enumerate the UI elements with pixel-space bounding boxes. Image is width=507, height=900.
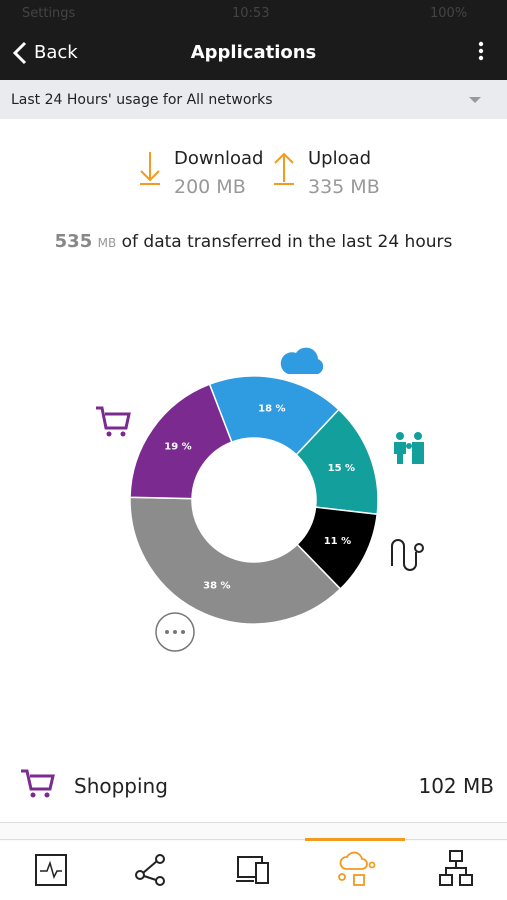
upload-icon bbox=[274, 152, 294, 185]
nav-applications[interactable] bbox=[338, 851, 376, 886]
back-chevron[interactable] bbox=[10, 40, 32, 66]
donut-segment bbox=[129, 496, 342, 625]
nav-topology[interactable] bbox=[135, 854, 165, 886]
upload-label: Upload bbox=[308, 148, 372, 169]
nav-monitor[interactable] bbox=[35, 854, 67, 886]
download-label: Download bbox=[174, 148, 264, 169]
list-item-name[interactable]: Shopping bbox=[74, 774, 168, 798]
family-icon bbox=[394, 432, 424, 464]
total-unit: MB bbox=[97, 236, 117, 250]
nav-network[interactable] bbox=[439, 850, 473, 886]
segment-label: 15 % bbox=[328, 463, 355, 474]
total-number: 535 bbox=[54, 231, 93, 252]
cart-icon bbox=[96, 406, 131, 437]
nav-devices[interactable] bbox=[236, 856, 269, 884]
back-button[interactable]: Back bbox=[34, 42, 78, 63]
segment-label: 38 % bbox=[203, 580, 230, 591]
total-text: of data transferred in the last 24 hours bbox=[121, 232, 453, 252]
list-divider bbox=[0, 822, 507, 841]
menu-button[interactable] bbox=[474, 40, 488, 64]
filter-bar[interactable] bbox=[0, 80, 507, 119]
donut-segment bbox=[129, 383, 233, 500]
segment-label: 19 % bbox=[164, 441, 191, 452]
segment-label: 18 % bbox=[258, 404, 285, 415]
donut-chart: 18 % 15 % 11 % 38 % 19 % bbox=[96, 347, 424, 652]
bottom-nav bbox=[35, 850, 473, 886]
other-icon[interactable] bbox=[155, 612, 195, 652]
header-bar bbox=[0, 0, 507, 80]
segment-label: 11 % bbox=[324, 536, 351, 547]
status-carrier: Settings bbox=[22, 6, 76, 21]
total-line: 535 MB of data transferred in the last 2… bbox=[0, 231, 507, 252]
list-item-value[interactable]: 102 MB bbox=[418, 774, 494, 798]
shopping-icon bbox=[21, 769, 55, 798]
nav-border bbox=[0, 839, 507, 840]
download-value: 200 MB bbox=[174, 176, 246, 198]
upload-value: 335 MB bbox=[308, 176, 380, 198]
cloud-icon bbox=[280, 347, 324, 374]
filter-label[interactable]: Last 24 Hours' usage for All networks bbox=[11, 92, 273, 108]
nav-active-indicator bbox=[305, 838, 405, 841]
status-battery: 100% bbox=[430, 6, 468, 21]
status-time: 10:53 bbox=[232, 6, 270, 21]
download-icon bbox=[140, 152, 160, 185]
music-icon bbox=[391, 539, 424, 571]
dropdown-arrow[interactable] bbox=[468, 95, 482, 105]
